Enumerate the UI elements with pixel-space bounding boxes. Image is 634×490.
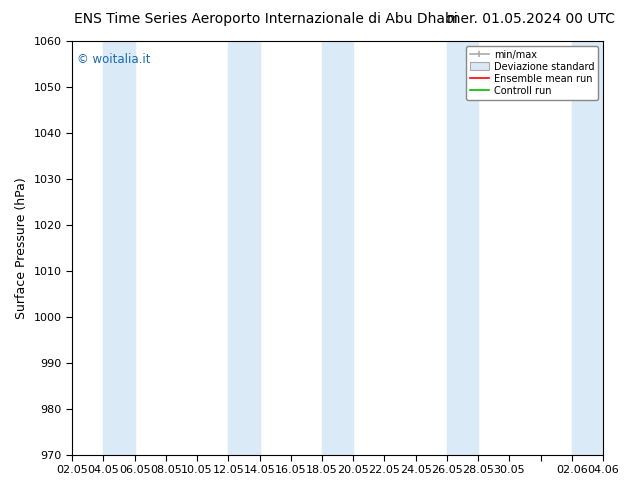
Bar — [447, 41, 478, 455]
Y-axis label: Surface Pressure (hPa): Surface Pressure (hPa) — [15, 177, 28, 318]
Text: © woitalia.it: © woitalia.it — [77, 53, 151, 67]
Bar — [572, 41, 603, 455]
Text: mer. 01.05.2024 00 UTC: mer. 01.05.2024 00 UTC — [447, 12, 615, 26]
Bar — [228, 41, 259, 455]
Text: ENS Time Series Aeroporto Internazionale di Abu Dhabi: ENS Time Series Aeroporto Internazionale… — [74, 12, 458, 26]
Bar — [322, 41, 353, 455]
Bar — [103, 41, 134, 455]
Legend: min/max, Deviazione standard, Ensemble mean run, Controll run: min/max, Deviazione standard, Ensemble m… — [466, 46, 598, 99]
